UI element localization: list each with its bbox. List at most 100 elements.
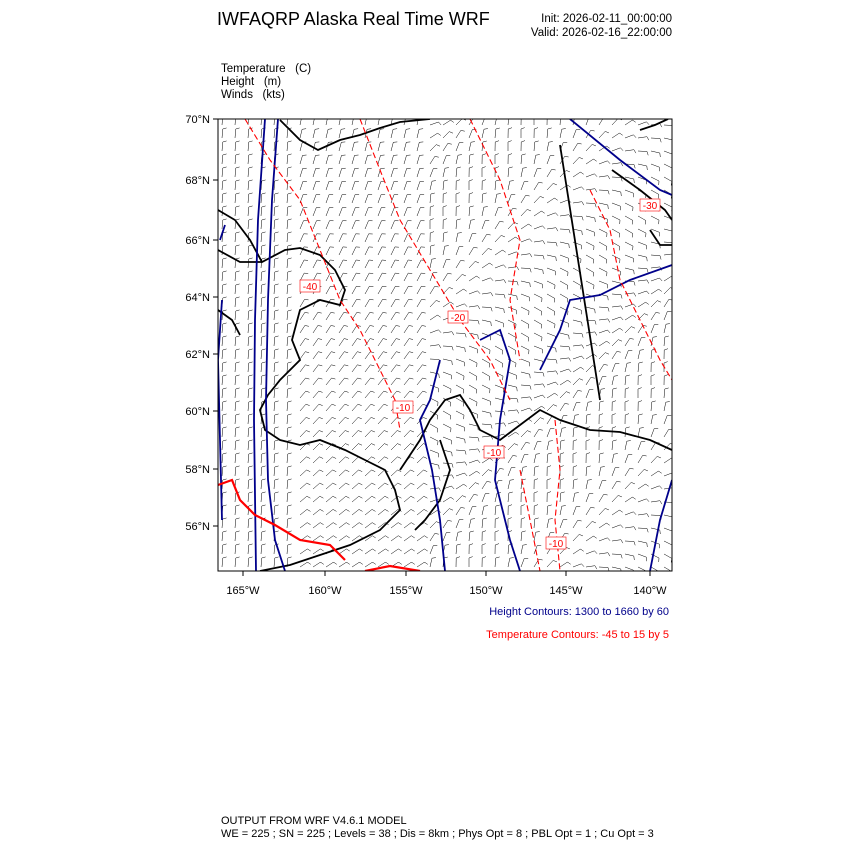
wind-barb [325,430,336,438]
wind-barb [494,504,500,516]
wind-barb [624,254,634,263]
wind-barb [364,167,372,178]
wind-barb [650,137,662,143]
wind-barb [312,351,323,360]
wind-barb [442,384,452,394]
wind-barb [585,353,597,360]
field-height: Height (m) [221,76,282,88]
wind-barb [598,202,609,210]
wind-barb [533,240,546,245]
wind-barb [442,218,448,230]
wind-barb [559,391,571,399]
wind-barb [520,504,525,515]
wind-barb [559,505,566,516]
wind-barb [312,548,324,555]
wind-barb [247,504,253,516]
svg-text:-10: -10 [396,403,411,414]
wind-barb [286,257,292,269]
wind-barb [468,305,481,310]
wind-barb [416,364,427,373]
wind-barb [325,154,333,165]
wind-barb [390,443,402,451]
wind-barb [494,306,505,314]
wind-barb [390,233,399,243]
wind-barb [624,149,637,154]
wind-barb [234,153,240,165]
wind-barb [598,537,611,542]
wind-barb [663,415,672,425]
wind-barb [468,247,478,256]
wind-barb [507,467,516,477]
wind-barb [455,507,465,516]
wind-barb [559,184,571,191]
wind-barb [520,517,526,529]
wind-barb [611,162,624,167]
wind-barb [494,492,501,503]
wind-barb [663,553,672,563]
wind-barb [533,119,535,125]
wind-barb [221,270,227,282]
wind-barb [455,531,462,542]
wind-barb [611,553,623,559]
wind-barb [377,430,388,438]
wind-barb [416,509,428,516]
wind-barb [403,364,414,373]
wind-barb [520,407,533,412]
wind-barb [624,526,637,531]
wind-barb [624,540,636,546]
wind-barb [416,220,425,230]
wind-barb [299,119,302,126]
wind-barb [234,205,240,217]
wind-barb [494,221,504,230]
wind-barb [390,561,402,568]
wind-barb [260,257,266,269]
wind-barb [520,253,533,258]
wind-barb [312,561,324,568]
wind-barb [585,389,594,399]
wind-barb [559,452,565,464]
wind-barb [390,154,398,165]
footer-config: WE = 225 ; SN = 225 ; Levels = 38 ; Dis … [221,828,654,840]
wind-barb [247,296,253,308]
wind-barb [273,426,279,438]
wind-barb [572,241,582,250]
wind-barb [624,176,635,184]
wind-barb [247,478,253,490]
wind-barb [260,335,266,347]
wind-barb [442,532,451,542]
wind-barb [377,364,388,373]
wind-barb [598,189,610,195]
lon-tick-label: 165°W [226,585,260,597]
wind-barb [598,494,608,503]
wind-barb [559,156,569,165]
wind-barb [481,469,493,477]
wind-barb [247,361,253,373]
wind-barb [455,260,465,269]
wind-barb [533,429,543,438]
wind-barb [572,201,585,206]
wind-barb [546,241,558,247]
wind-barb [624,292,637,297]
wind-barb [325,351,336,360]
wind-barb [273,231,279,243]
wind-barb [624,374,630,386]
wind-barb [585,173,598,178]
wind-barb [286,491,292,503]
wind-barb [312,128,320,139]
wind-barb [299,194,308,204]
wind-barb [221,192,227,204]
wind-barb [637,400,643,412]
wind-barb [416,561,428,568]
wind-barb [637,413,643,425]
temp-label: -10 [392,400,414,414]
wind-barb [481,179,487,191]
wind-barb [247,556,253,568]
wind-barb [624,440,631,451]
wind-barb [325,246,334,256]
wind-barb [533,345,543,354]
wind-barb [221,127,227,139]
wind-barb [494,384,504,393]
wind-barb [572,280,582,290]
wind-barb [273,465,279,477]
wind-barb [546,319,556,329]
